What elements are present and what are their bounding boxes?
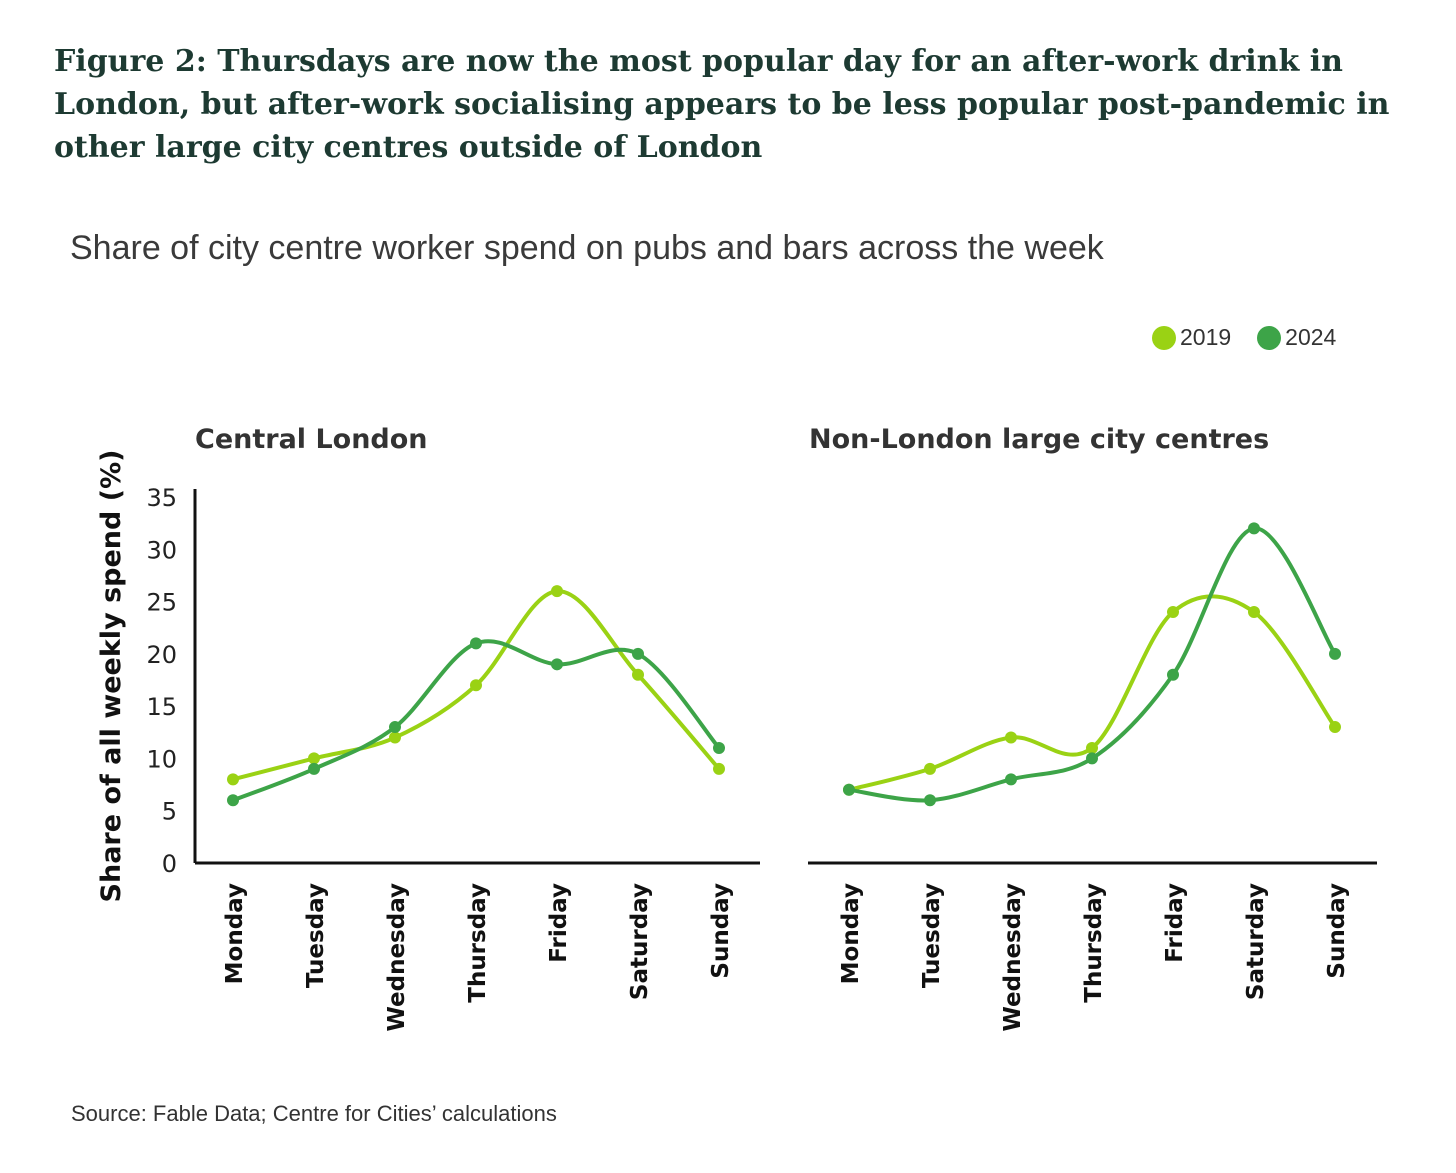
chart2-point-2024-friday xyxy=(1167,668,1179,681)
chart2-point-2024-monday xyxy=(843,783,855,796)
chart1-y-tick-label: 35 xyxy=(146,484,177,512)
legend-item-2019: 2019 xyxy=(1152,324,1231,351)
chart1-point-2024-thursday xyxy=(470,637,482,650)
chart2-point-2019-saturday xyxy=(1248,606,1260,619)
chart1-series-line-2024 xyxy=(231,639,721,803)
chart2-x-tick-label-monday: Monday xyxy=(838,883,864,984)
chart2-point-2024-tuesday xyxy=(924,794,936,807)
source-note: Source: Fable Data; Centre for Cities’ c… xyxy=(71,1101,557,1126)
chart1-x-tick-label-monday: Monday xyxy=(222,883,248,984)
chart2-point-2019-sunday xyxy=(1329,721,1341,734)
legend-marker-2019 xyxy=(1152,325,1176,350)
chart1-point-2019-sunday xyxy=(713,762,725,775)
chart2-point-2019-wednesday xyxy=(1005,731,1017,744)
chart-subtitle: Share of city centre worker spend on pub… xyxy=(70,229,1104,267)
chart2-x-tick-label-tuesday: Tuesday xyxy=(919,883,945,988)
chart1-y-tick-label: 5 xyxy=(162,798,177,826)
chart1-point-2024-wednesday xyxy=(389,721,401,734)
chart1-y-tick-label: 15 xyxy=(146,693,177,721)
chart2-title: Non-London large city centres xyxy=(809,424,1269,455)
chart1-y-tick-label: 30 xyxy=(146,536,177,564)
line-charts: Central London 0 5 10 15 20 25 30 35 Share of all… xyxy=(96,424,1377,1032)
legend: 2019 2024 xyxy=(1152,324,1336,351)
chart1-point-2024-sunday xyxy=(713,741,725,754)
chart2-point-2019-thursday xyxy=(1086,741,1098,754)
chart1-point-2024-monday xyxy=(227,794,239,807)
chart1-y-tick-label: 0 xyxy=(162,850,177,878)
chart1-point-2024-friday xyxy=(551,658,563,671)
chart2-point-2024-sunday xyxy=(1329,647,1341,660)
chart1-x-tick-label-wednesday: Wednesday xyxy=(384,883,410,1032)
chart1-point-2019-saturday xyxy=(632,668,644,681)
chart2-point-2024-saturday xyxy=(1248,522,1260,535)
chart2-point-2024-thursday xyxy=(1086,752,1098,765)
chart2-x-tick-label-saturday: Saturday xyxy=(1243,883,1269,1000)
chart1-point-2019-tuesday xyxy=(308,752,320,765)
chart1-x-tick-label-thursday: Thursday xyxy=(465,883,491,1003)
chart1-point-2019-friday xyxy=(551,585,563,598)
chart1-x-tick-label-saturday: Saturday xyxy=(627,883,653,1000)
legend-marker-2024 xyxy=(1257,325,1282,350)
chart1-point-2024-saturday xyxy=(632,647,644,660)
chart1-point-2019-wednesday xyxy=(389,731,401,744)
chart1-y-tick-label: 25 xyxy=(146,589,177,617)
chart2-point-2019-friday xyxy=(1167,606,1179,619)
chart1-y-axis-title: Share of all weekly spend (%) xyxy=(96,450,127,903)
chart1-x-tick-label-friday: Friday xyxy=(546,883,572,963)
chart2-point-2024-wednesday xyxy=(1005,773,1017,786)
chart2-x-tick-label-thursday: Thursday xyxy=(1081,883,1107,1003)
chart1-y-tick-label: 20 xyxy=(146,641,177,669)
legend-item-2024: 2024 xyxy=(1257,324,1336,351)
chart2-point-2019-tuesday xyxy=(924,762,936,775)
legend-label-2024: 2024 xyxy=(1285,324,1337,350)
chart2-x-tick-label-sunday: Sunday xyxy=(1324,883,1350,979)
chart1-point-2024-tuesday xyxy=(308,762,320,775)
figure-title: Figure 2: Thursdays are now the most pop… xyxy=(54,44,1390,165)
chart1-point-2019-thursday xyxy=(470,679,482,692)
chart1-title: Central London xyxy=(195,424,428,455)
chart1-point-2019-monday xyxy=(227,773,239,786)
chart1-x-tick-label-tuesday: Tuesday xyxy=(303,883,329,988)
chart2-x-tick-label-friday: Friday xyxy=(1162,883,1188,963)
chart1-y-tick-label: 10 xyxy=(146,745,177,773)
chart2-x-tick-label-wednesday: Wednesday xyxy=(1000,883,1026,1032)
legend-label-2019: 2019 xyxy=(1180,324,1232,350)
chart1-x-tick-label-sunday: Sunday xyxy=(708,883,734,979)
